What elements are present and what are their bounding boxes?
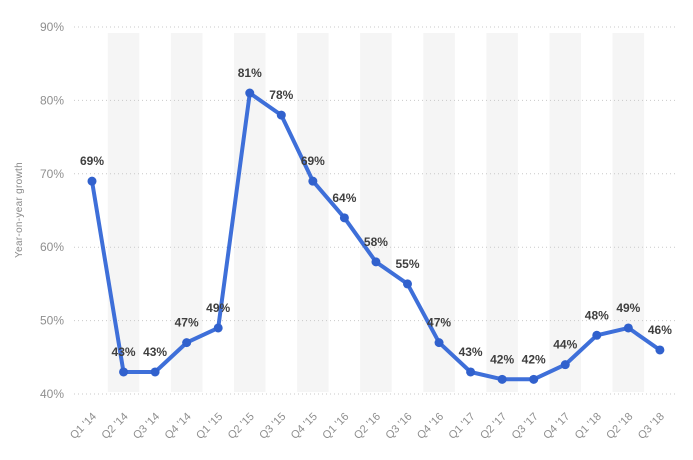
x-tick-label: Q1 '16: [320, 411, 351, 442]
data-point-marker: [497, 374, 507, 384]
x-tick-label: Q4 '16: [415, 411, 446, 442]
x-tick-label: Q3 '14: [131, 411, 162, 442]
data-point-value-label: 69%: [80, 154, 104, 168]
column-band: [170, 33, 203, 392]
x-tick-label: Q1 '17: [447, 411, 478, 442]
column-band: [233, 33, 266, 392]
data-point-marker: [213, 323, 223, 333]
data-point-marker: [150, 367, 160, 377]
data-point-marker: [339, 213, 349, 223]
y-tick-label: 50%: [40, 314, 64, 328]
data-point-value-label: 55%: [395, 257, 419, 271]
data-point-value-label: 49%: [206, 301, 230, 315]
data-point-value-label: 42%: [522, 352, 546, 366]
column-band: [360, 33, 392, 392]
data-point-marker: [245, 88, 255, 98]
data-point-value-label: 44%: [553, 338, 577, 352]
data-point-value-label: 43%: [143, 345, 167, 359]
data-point-marker: [119, 367, 129, 377]
y-tick-label: 60%: [40, 240, 64, 254]
x-tick-label: Q2 '14: [100, 411, 131, 442]
data-point-value-label: 43%: [112, 345, 136, 359]
column-band: [612, 33, 645, 392]
data-point-value-label: 47%: [427, 316, 451, 330]
x-tick-label: Q3 '17: [510, 411, 541, 442]
data-point-marker: [623, 323, 633, 333]
data-point-value-label: 43%: [459, 345, 483, 359]
data-point-value-label: 47%: [175, 316, 199, 330]
data-point-marker: [529, 374, 539, 384]
data-point-value-label: 58%: [364, 235, 388, 249]
x-tick-label: Q4 '14: [163, 411, 194, 442]
data-point-marker: [182, 338, 192, 348]
data-point-marker: [308, 176, 318, 186]
x-tick-label: Q3 '18: [636, 411, 667, 442]
y-tick-label: 80%: [40, 93, 64, 107]
column-band: [549, 33, 582, 392]
data-point-marker: [371, 257, 381, 267]
x-tick-label: Q2 '15: [226, 411, 257, 442]
column-band: [297, 33, 329, 392]
data-point-marker: [403, 279, 412, 289]
y-tick-label: 90%: [40, 20, 64, 34]
data-point-value-label: 69%: [301, 154, 325, 168]
data-point-value-label: 49%: [616, 301, 640, 315]
y-tick-label: 40%: [40, 387, 64, 401]
data-point-marker: [655, 345, 665, 355]
x-tick-label: Q1 '14: [68, 411, 99, 442]
data-point-value-label: 42%: [490, 352, 514, 366]
data-point-value-label: 64%: [332, 191, 356, 205]
x-tick-label: Q3 '16: [383, 411, 414, 442]
column-band: [423, 33, 455, 392]
x-tick-label: Q2 '18: [604, 411, 635, 442]
x-tick-label: Q3 '15: [257, 411, 288, 442]
y-axis-title: Year-on-year growth: [14, 162, 25, 258]
data-point-value-label: 46%: [648, 323, 672, 337]
data-point-marker: [592, 330, 602, 340]
column-band: [486, 33, 518, 392]
x-tick-label: Q4 '17: [541, 411, 572, 442]
x-tick-label: Q2 '16: [352, 411, 383, 442]
x-tick-label: Q4 '15: [289, 411, 320, 442]
data-point-value-label: 48%: [585, 308, 609, 322]
x-tick-label: Q1 '15: [194, 411, 225, 442]
data-point-value-label: 81%: [238, 66, 262, 80]
x-tick-label: Q2 '17: [478, 411, 509, 442]
data-point-marker: [466, 367, 476, 377]
x-tick-label: Q1 '18: [573, 411, 604, 442]
column-band: [107, 33, 140, 392]
data-point-value-label: 78%: [269, 88, 293, 102]
data-point-marker: [434, 338, 444, 348]
data-point-marker: [87, 176, 97, 186]
y-tick-label: 70%: [40, 167, 64, 181]
data-point-marker: [560, 360, 570, 370]
data-point-marker: [276, 110, 286, 120]
